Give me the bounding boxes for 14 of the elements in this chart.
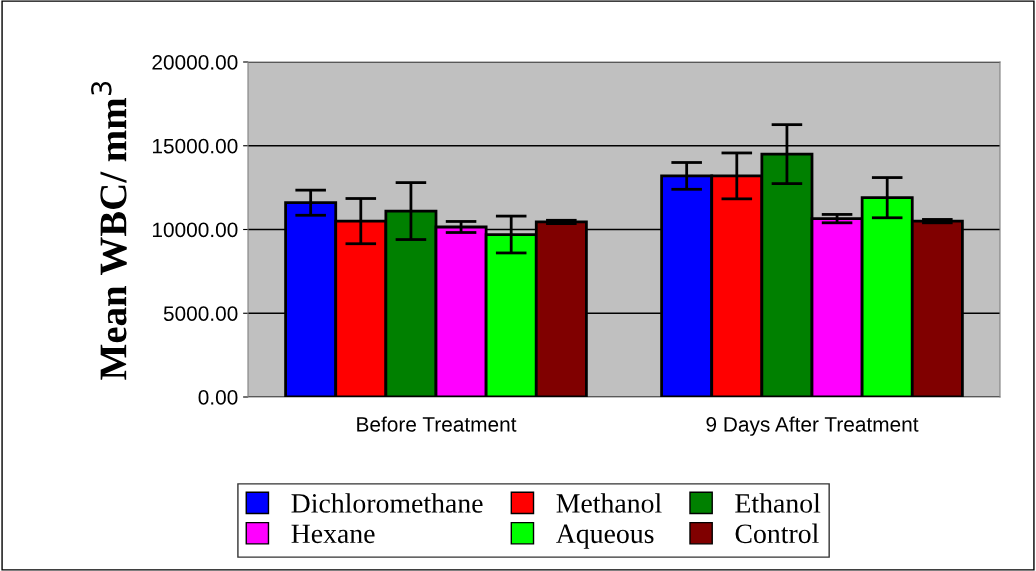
- x-tick-label: 9 Days After Treatment: [706, 416, 919, 436]
- y-tick-label: 0.00: [198, 390, 238, 405]
- legend-label: Hexane: [291, 524, 375, 544]
- legend-label: Ethanol: [735, 493, 821, 513]
- y-tick-label: 5000.00: [163, 306, 238, 321]
- y-tick-label: 15000.00: [152, 138, 238, 154]
- y-tick-label: 20000.00: [152, 55, 238, 70]
- y-tick-label: 10000.00: [152, 222, 238, 238]
- x-tick-label: Before Treatment: [357, 416, 517, 432]
- y-axis-title: Mean WBC/ mm$^{3}$: [91, 81, 127, 380]
- legend-label: Control: [735, 523, 819, 544]
- legend-label: Methanol: [556, 493, 662, 513]
- legend-label: Aqueous: [556, 524, 654, 549]
- legend-label: Dichloromethane: [291, 493, 483, 513]
